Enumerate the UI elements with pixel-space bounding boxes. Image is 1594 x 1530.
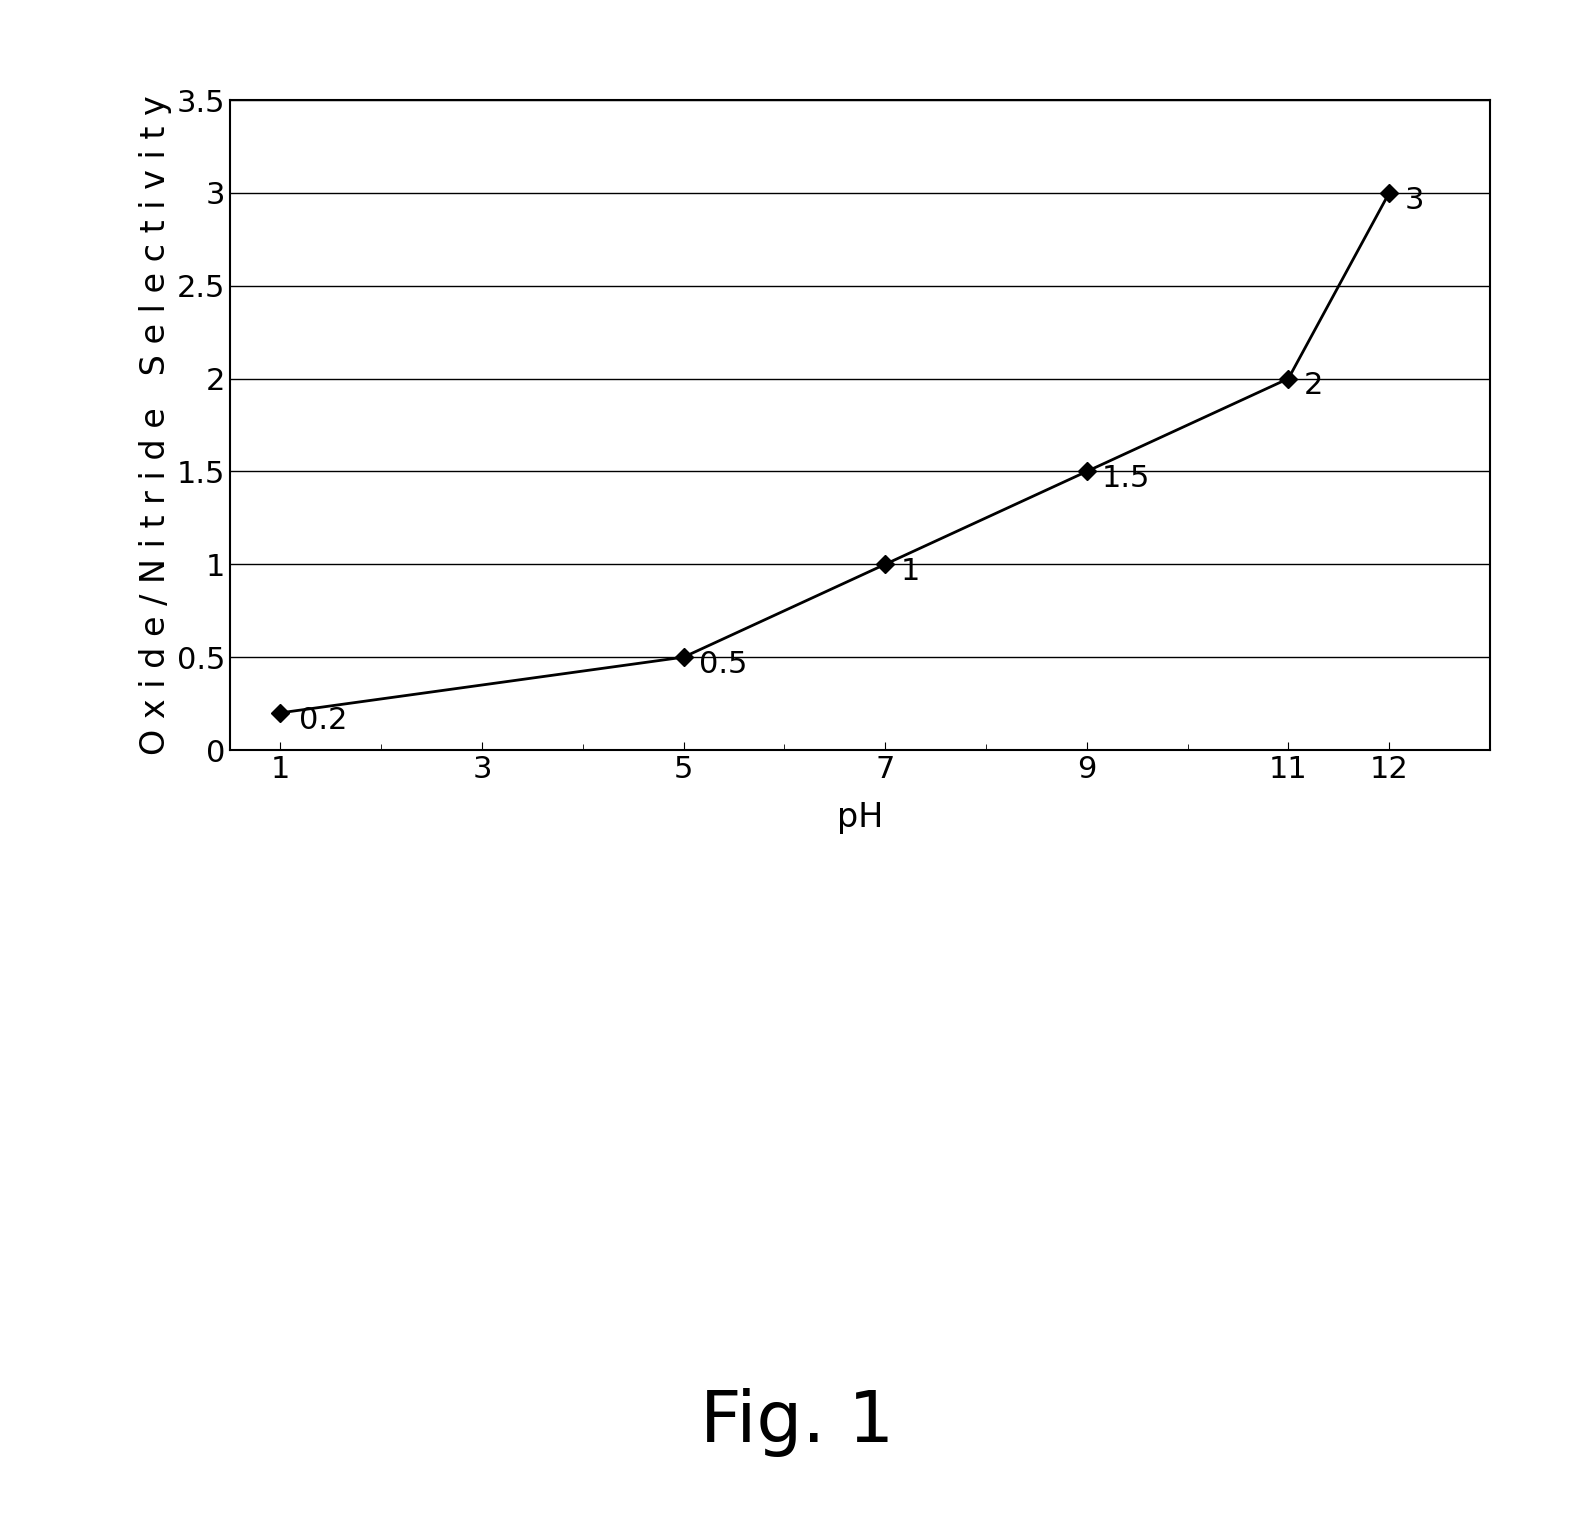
- X-axis label: pH: pH: [837, 800, 883, 834]
- Text: 2: 2: [1304, 372, 1323, 401]
- Text: 0.2: 0.2: [298, 705, 347, 734]
- Text: Fig. 1: Fig. 1: [700, 1388, 894, 1458]
- Y-axis label: O x i d e / N i t r i d e   S e l e c t i v i t y: O x i d e / N i t r i d e S e l e c t i …: [139, 95, 172, 754]
- Text: 3: 3: [1404, 185, 1423, 214]
- Text: 0.5: 0.5: [698, 650, 748, 679]
- Text: 1: 1: [901, 557, 920, 586]
- Text: 1.5: 1.5: [1101, 465, 1151, 493]
